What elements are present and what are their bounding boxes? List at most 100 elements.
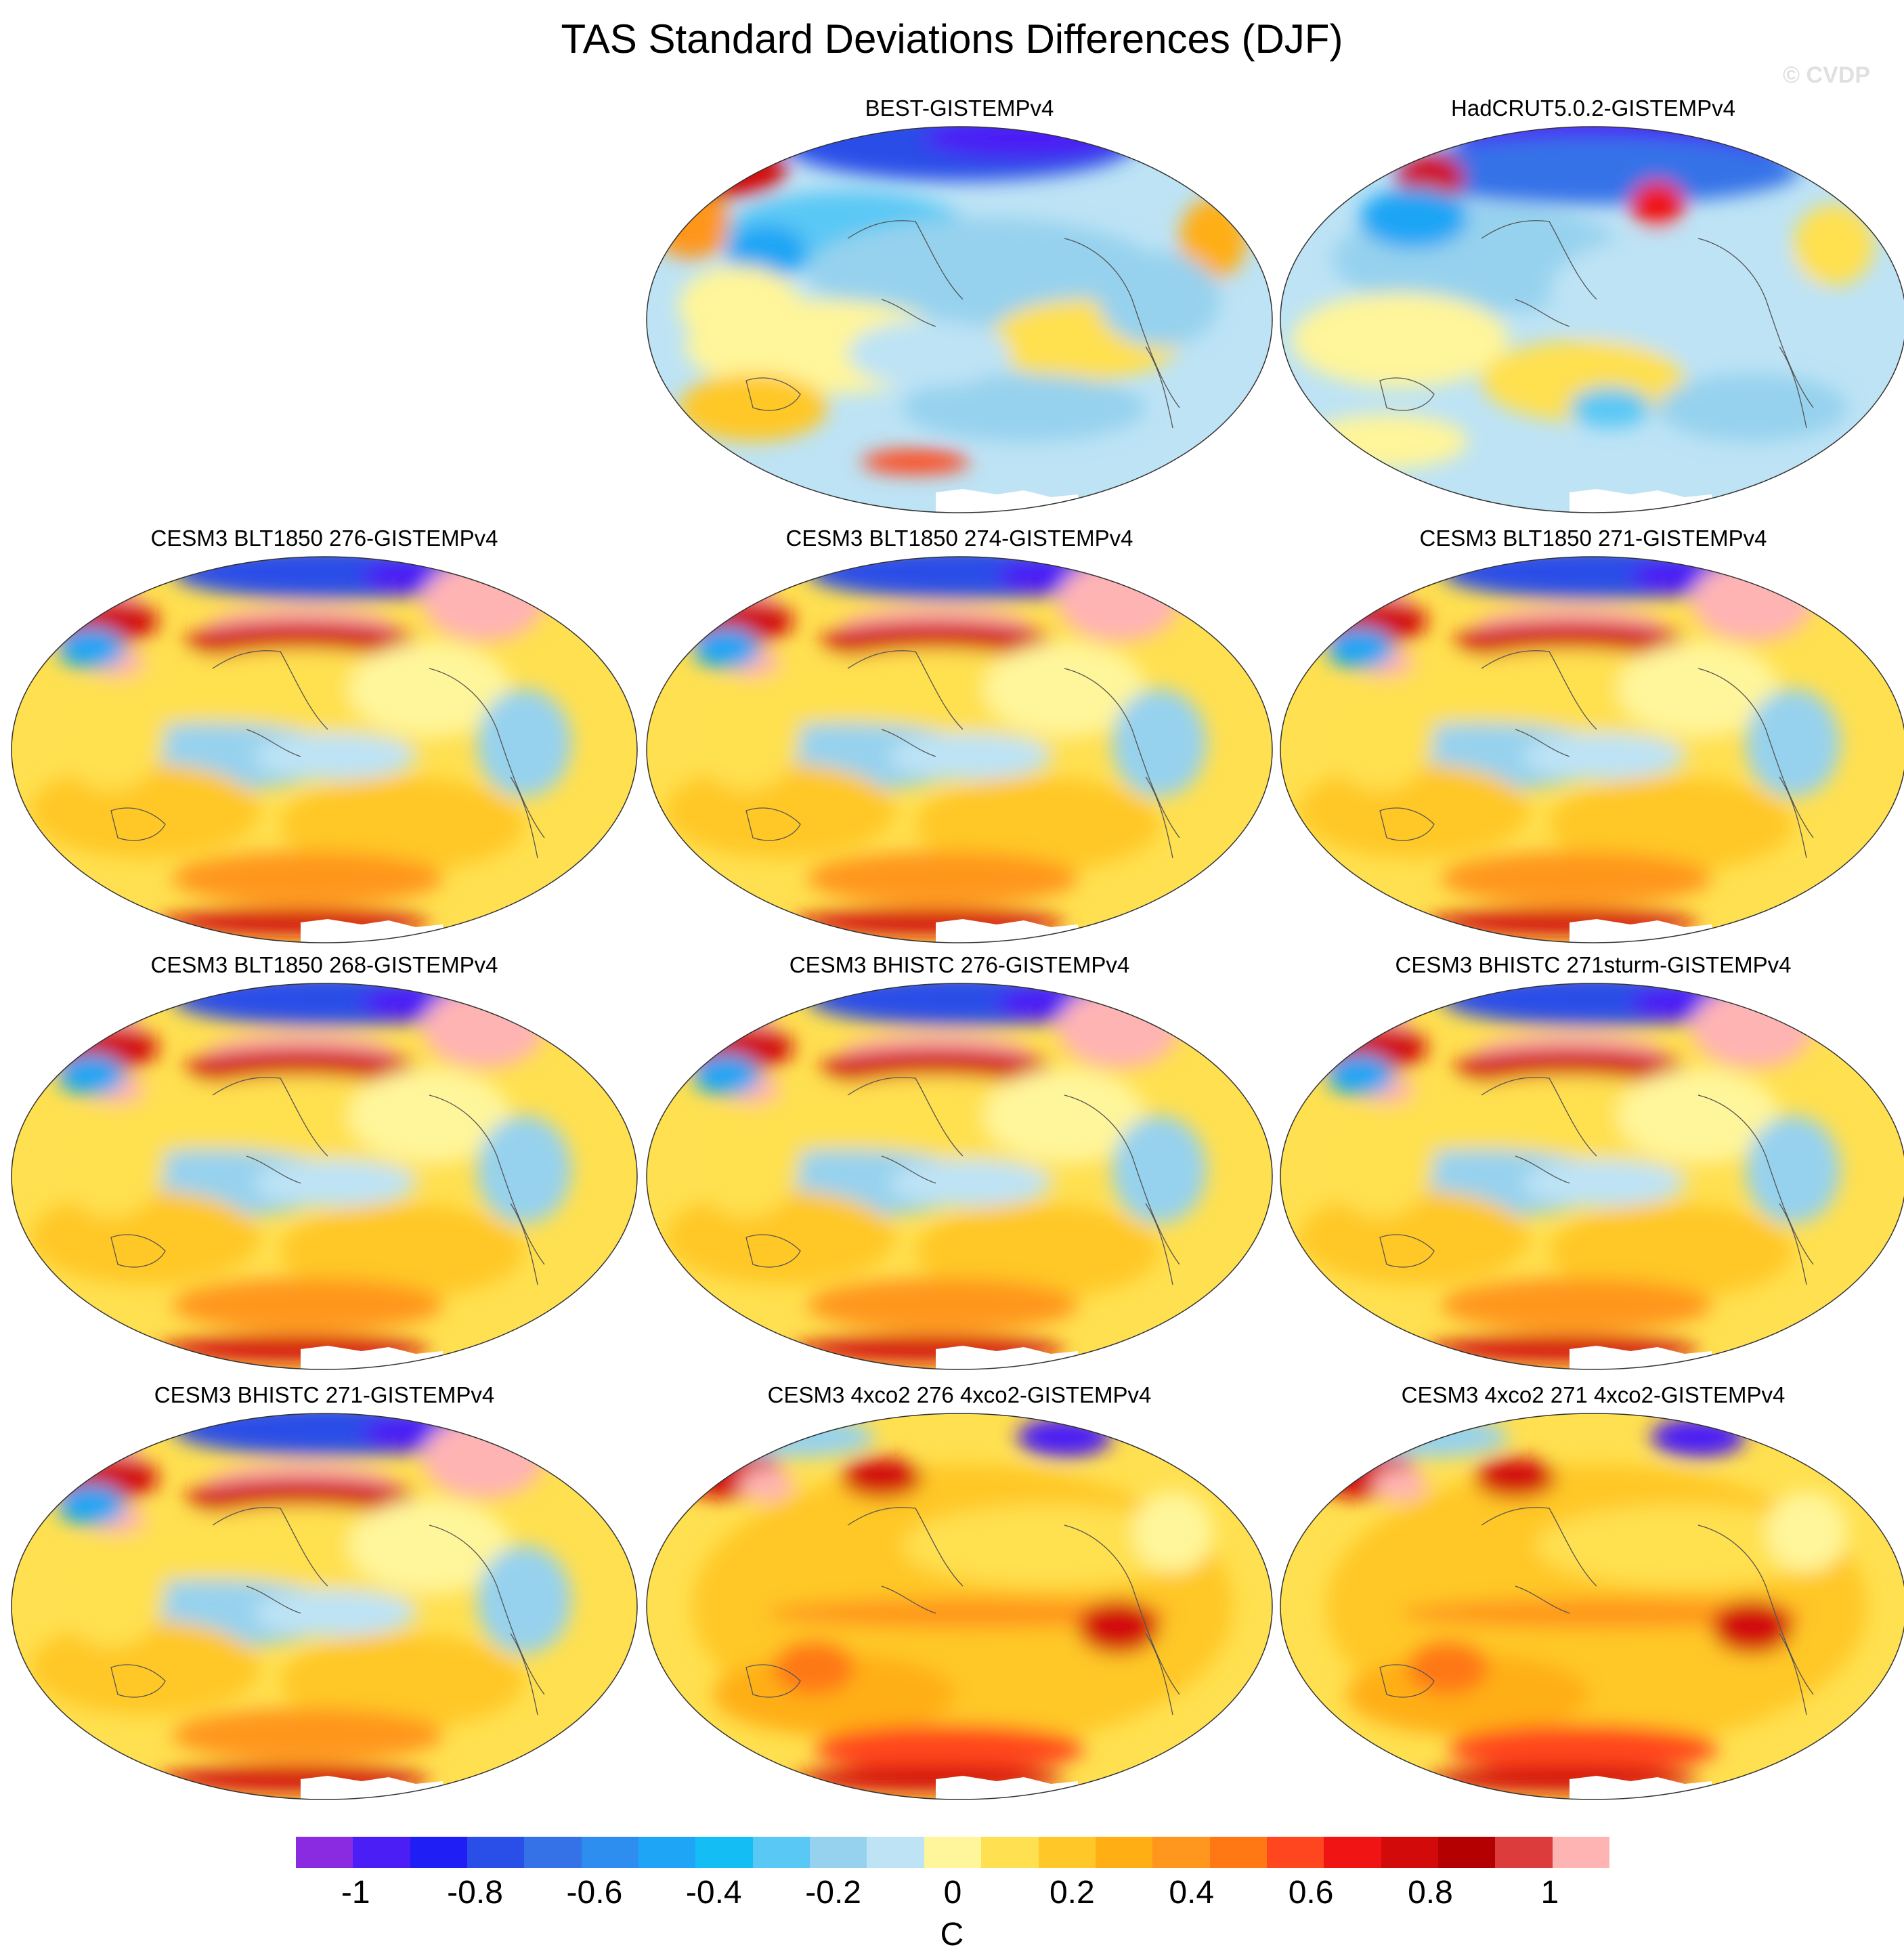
field-anomaly-blob [678, 265, 800, 347]
map-panel: HadCRUT5.0.2-GISTEMPv4 [1278, 95, 1904, 515]
field-anomaly-blob [1373, 1468, 1427, 1501]
map-panel: BEST-GISTEMPv4 [645, 95, 1274, 515]
field-anomaly-blob [712, 1417, 875, 1457]
field-anomaly-blob [888, 733, 1051, 780]
field-anomaly-blob [1305, 414, 1468, 469]
colorbar-tick-label: 0.8 [1408, 1875, 1453, 1911]
field-anomaly-blob [1766, 1491, 1847, 1573]
field-anomaly-blob [348, 1498, 511, 1593]
colorbar-swatch [1381, 1837, 1439, 1868]
colorbar-tick-label: -0.6 [566, 1875, 623, 1911]
field-anomaly-blob [57, 1109, 165, 1217]
robinson-map [1280, 126, 1904, 513]
field-anomaly-blob [807, 218, 1159, 326]
field-anomaly-blob [30, 1620, 260, 1715]
field-anomaly-blob [423, 560, 544, 641]
field-anomaly-blob [280, 1203, 524, 1298]
field-anomaly-blob [807, 1278, 1078, 1332]
field-anomaly-blob [253, 733, 416, 780]
colorbar-swatch [1095, 1837, 1153, 1868]
field-anomaly-blob [57, 1539, 165, 1647]
field-anomaly-blob [57, 1054, 125, 1095]
map-panel: CESM3 BHISTC 271sturm-GISTEMPv4 [1278, 952, 1904, 1371]
map-panel: CESM3 BLT1850 271-GISTEMPv4 [1278, 525, 1904, 945]
field-anomaly-blob [280, 777, 524, 872]
field-anomaly-blob [1400, 1598, 1806, 1628]
coastline [110, 1077, 545, 1285]
map-outline [1280, 126, 1904, 513]
map-outline [646, 556, 1273, 943]
field-anomaly-blob [1098, 252, 1220, 347]
field-anomaly-blob [477, 1546, 571, 1654]
robinson-map [11, 556, 638, 943]
field-anomaly-blob [1617, 1068, 1779, 1163]
coastline [110, 1507, 545, 1716]
map-panel-title: CESM3 BHISTC 271sturm-GISTEMPv4 [1395, 952, 1792, 977]
field-anomaly-blob [253, 1590, 416, 1637]
coastline [1379, 1507, 1814, 1716]
field-anomaly-blob [280, 1634, 524, 1728]
map-panel-title: CESM3 BLT1850 276-GISTEMPv4 [150, 526, 498, 551]
field-anomaly-blob [841, 1457, 922, 1498]
map-panel: CESM3 BLT1850 274-GISTEMPv4 [645, 525, 1274, 945]
field-anomaly-blob [1691, 560, 1813, 641]
map-outline [646, 1413, 1273, 1800]
colorbar-swatch [1495, 1837, 1553, 1868]
robinson-map [646, 1413, 1273, 1800]
coastline [1379, 650, 1814, 859]
field-anomaly-blob [1360, 188, 1468, 249]
field-anomaly-blob [1617, 641, 1779, 736]
map-panel-title: CESM3 BHISTC 276-GISTEMPv4 [789, 952, 1130, 977]
colorbar-tick-label: -0.8 [447, 1875, 503, 1911]
field-anomaly-blob [348, 1068, 511, 1163]
colorbar-swatch [981, 1837, 1039, 1868]
cvdp-credit: © CVDP [1783, 62, 1870, 88]
robinson-map [646, 556, 1273, 943]
field-anomaly-blob [692, 628, 760, 668]
field-anomaly-blob [1393, 137, 1800, 205]
map-outline [646, 983, 1273, 1370]
field-anomaly-blob [902, 374, 1146, 442]
robinson-map [646, 983, 1273, 1370]
field-anomaly-blob [1326, 1054, 1393, 1095]
field-anomaly-blob [57, 682, 165, 790]
field-anomaly-blob [348, 641, 511, 736]
field-anomaly-blob [1346, 1417, 1509, 1457]
field-anomaly-blob [1658, 374, 1847, 442]
field-anomaly-blob [983, 641, 1146, 736]
map-outline [1280, 1413, 1904, 1800]
field-anomaly-blob [423, 1417, 544, 1498]
field-anomaly-blob [1522, 733, 1685, 780]
colorbar-swatch [353, 1837, 411, 1868]
field-anomaly-blob [1112, 689, 1207, 797]
colorbar-swatch [867, 1837, 925, 1868]
colorbar-swatch [695, 1837, 754, 1868]
map-panel-title: HadCRUT5.0.2-GISTEMPv4 [1451, 95, 1735, 121]
map-outline [11, 983, 638, 1370]
field-anomaly-blob [665, 763, 895, 858]
colorbar-swatch [1437, 1837, 1496, 1868]
coastline [745, 220, 1180, 429]
map-panel-title: CESM3 4xco2 271 4xco2-GISTEMPv4 [1401, 1382, 1786, 1407]
field-anomaly-blob [915, 777, 1159, 872]
field-anomaly-blob [57, 628, 125, 668]
field-anomaly-blob [1746, 689, 1840, 797]
field-anomaly-blob [807, 851, 1078, 906]
field-anomaly-blob [1630, 181, 1685, 228]
field-anomaly-blob [814, 1725, 1085, 1772]
map-panel-title: CESM3 BLT1850 268-GISTEMPv4 [150, 952, 498, 977]
coastline [1379, 1077, 1814, 1285]
map-panel-title: CESM3 4xco2 276 4xco2-GISTEMPv4 [767, 1382, 1152, 1407]
field-anomaly-blob [1570, 387, 1651, 428]
map-outline [1280, 983, 1904, 1370]
field-anomaly-blob [848, 320, 1010, 387]
field-anomaly-blob [477, 689, 571, 797]
field-anomaly-blob [1746, 1115, 1840, 1224]
colorbar-swatch [1324, 1837, 1382, 1868]
map-panel: CESM3 BLT1850 268-GISTEMPv4 [9, 952, 639, 1371]
field-anomaly-blob [1536, 1505, 1834, 1586]
field-anomaly-blob [888, 1159, 1051, 1207]
coastline [1379, 220, 1814, 429]
field-anomaly-blob [773, 1640, 854, 1695]
field-anomaly-blob [1346, 1654, 1590, 1735]
